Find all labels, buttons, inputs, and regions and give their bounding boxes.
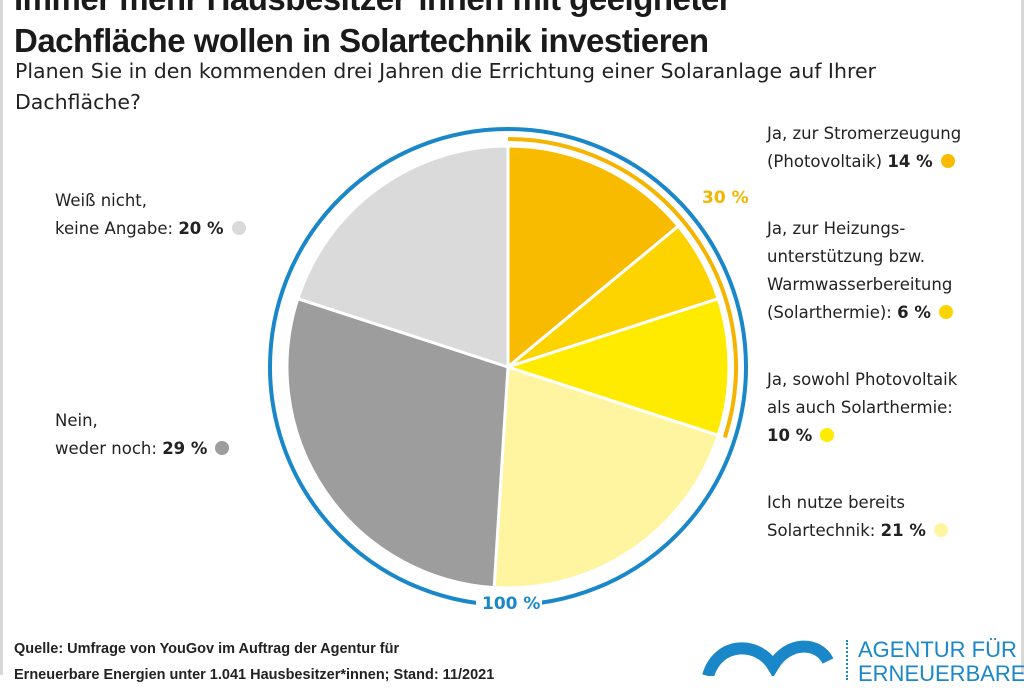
- legend-dot-icon: [215, 441, 230, 455]
- legend-dot-icon: [938, 305, 953, 319]
- logo-divider: [846, 640, 848, 680]
- legend-label-already: Ich nutze bereits Solartechnik: 21 %: [767, 489, 948, 545]
- pie-slice: [285, 296, 510, 590]
- logo-text: AGENTUR FÜR ERNEUERBARE: [858, 637, 1024, 686]
- chart-title: Immer mehr Hausbesitzer*innen mit geeign…: [14, 0, 732, 62]
- label-line: Ja, zur Heizungs-: [767, 219, 906, 238]
- legend-label-no: Nein, weder noch: 29 %: [55, 407, 230, 463]
- slice-value-label: 6 %: [897, 303, 931, 322]
- legend-dot-icon: [231, 221, 246, 235]
- label-line: Ja, zur Stromerzeugung: [767, 124, 962, 143]
- logo: AGENTUR FÜR ERNEUERBARE: [698, 636, 1024, 686]
- label-line: 10 %: [767, 422, 957, 450]
- pie-slice: [503, 296, 731, 438]
- logo-mark-icon: [702, 640, 834, 676]
- annotation-100-percent: 100 %: [482, 594, 541, 614]
- source-line-2: Erneuerbare Energien unter 1.041 Hausbes…: [14, 667, 495, 683]
- legend-label-both: Ja, sowohl Photovoltaik als auch Solarthe…: [767, 366, 957, 450]
- label-line: Warmwasserbereitung: [767, 275, 953, 294]
- slice-value-label: 29 %: [162, 439, 208, 458]
- label-gap: [476, 594, 542, 618]
- annotation-30-percent: 30 %: [702, 188, 749, 208]
- pie-slice: [506, 144, 681, 371]
- label-line: Weiß nicht,: [55, 191, 148, 210]
- legend-dot-icon: [933, 523, 948, 537]
- label-line: weder noch: 29 %: [55, 435, 230, 463]
- slice-value-label: 20 %: [178, 219, 224, 238]
- label-line: keine Angabe: 20 %: [55, 215, 246, 243]
- slice-value-label: 21 %: [880, 521, 926, 540]
- title-line-1: Immer mehr Hausbesitzer*innen mit geeign…: [14, 0, 732, 20]
- label-line: Solartechnik: 21 %: [767, 517, 948, 545]
- title-line-2: Dachfläche wollen in Solartechnik invest…: [14, 22, 709, 59]
- slice-value-label: 10 %: [767, 426, 813, 445]
- source-note: Quelle: Umfrage von YouGov im Auftrag de…: [14, 636, 494, 688]
- label-line: Ja, sowohl Photovoltaik: [767, 370, 958, 389]
- pie-slice: [492, 364, 721, 590]
- label-line: (Solarthermie): 6 %: [767, 299, 953, 327]
- source-line-1: Quelle: Umfrage von YouGov im Auftrag de…: [14, 641, 400, 657]
- legend-label-photovoltaik: Ja, zur Stromerzeugung (Photovoltaik) 14 …: [767, 120, 961, 176]
- label-line: (Photovoltaik) 14 %: [767, 148, 961, 176]
- slice-value-label: 14 %: [887, 152, 933, 171]
- chart-subtitle: Planen Sie in den kommenden drei Jahren …: [15, 59, 876, 114]
- legend-label-solarthermie: Ja, zur Heizungs-unterstützung bzw. Warmw…: [767, 215, 953, 327]
- label-line: Nein,: [55, 411, 98, 430]
- pie-slice: [295, 144, 510, 370]
- label-line: als auch Solarthermie:: [767, 398, 953, 417]
- label-line: Ich nutze bereits: [767, 493, 905, 512]
- legend-dot-icon: [940, 154, 955, 168]
- label-line: unterstützung bzw.: [767, 247, 925, 266]
- subtotal-arc: [507, 137, 738, 439]
- legend-dot-icon: [820, 428, 835, 442]
- legend-label-unknown: Weiß nicht, keine Angabe: 20 %: [55, 187, 246, 243]
